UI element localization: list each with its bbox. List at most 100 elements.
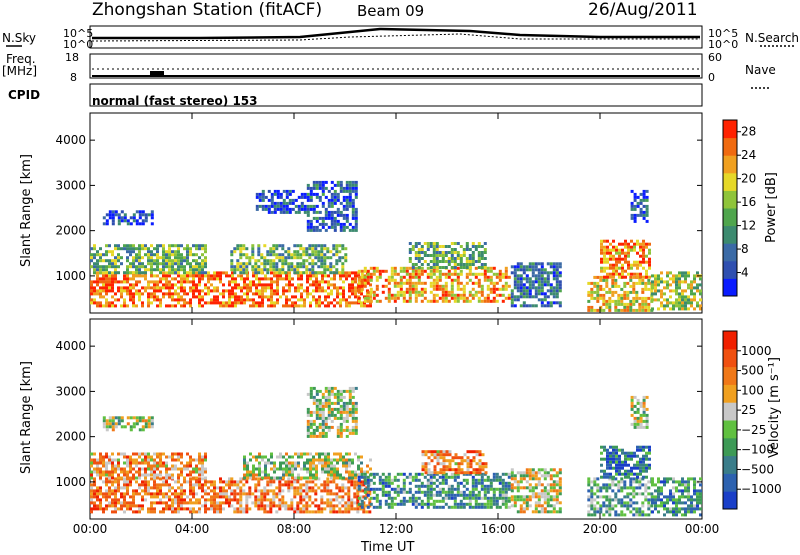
scatter-cell [334,226,337,229]
scatter-cell [517,510,520,513]
scatter-cell [624,258,627,261]
scatter-cell [493,494,496,497]
scatter-cell [505,506,508,509]
scatter-cell [156,486,159,489]
scatter-cell [96,492,99,495]
scatter-cell [291,301,294,304]
scatter-cell [123,468,126,471]
scatter-cell [358,476,361,479]
scatter-cell [288,471,291,474]
scatter-cell [239,507,242,510]
scatter-cell [234,301,237,304]
scatter-cell [189,304,192,307]
scatter-cell [409,300,412,303]
scatter-cell [335,486,338,489]
scatter-cell [180,486,183,489]
scatter-cell [183,489,186,492]
scatter-cell [201,274,204,277]
scatter-cell [550,474,553,477]
scatter-cell [349,411,352,414]
scatter-cell [180,298,183,301]
scatter-cell [418,270,421,273]
scatter-cell [646,196,649,199]
scatter-cell [165,504,168,507]
scatter-cell [159,298,162,301]
scatter-cell [636,276,639,279]
scatter-cell [117,474,120,477]
scatter-cell [590,504,593,507]
scatter-cell [547,262,550,265]
scatter-cell [309,277,312,280]
scatter-cell [159,501,162,504]
scatter-cell [368,510,371,513]
scatter-cell [430,482,433,485]
scatter-cell [126,292,129,295]
scatter-cell [319,181,322,184]
scatter-cell [461,468,464,471]
scatter-cell [439,285,442,288]
scatter-cell [621,252,624,255]
scatter-cell [526,292,529,295]
scatter-cell [382,482,385,485]
scatter-cell [257,247,260,250]
scatter-cell [138,244,141,247]
scatter-cell [418,251,421,254]
scatter-cell [138,262,141,265]
scatter-cell [322,396,325,399]
scatter-cell [165,483,168,486]
scatter-cell [478,482,481,485]
scatter-cell [240,298,243,301]
scatter-cell [347,504,350,507]
scatter-cell [490,291,493,294]
scatter-cell [440,450,443,453]
scatter-cell [279,468,282,471]
scatter-cell [236,498,239,501]
scatter-cell [313,217,316,220]
scatter-cell [93,489,96,492]
scatter-cell [320,489,323,492]
scatter-cell [325,420,328,423]
scatter-cell [388,482,391,485]
scatter-cell [559,492,562,495]
scatter-cell [475,276,478,279]
scatter-cell [177,456,180,459]
scatter-cell [559,468,562,471]
scatter-cell [487,506,490,509]
scatter-cell [264,468,267,471]
scatter-cell [90,477,93,480]
scatter-cell [469,270,472,273]
scatter-cell [246,474,249,477]
scatter-cell [626,306,629,309]
scatter-cell [162,259,165,262]
scatter-cell [319,399,322,402]
scatter-cell [327,283,330,286]
scatter-cell [638,282,641,285]
scatter-cell [117,468,120,471]
scatter-cell [189,274,192,277]
scatter-cell [476,468,479,471]
scatter-cell [461,459,464,462]
scatter-cell [144,477,147,480]
scatter-cell [144,289,147,292]
scatter-cell [335,259,338,262]
scatter-cell [400,279,403,282]
scatter-cell [186,474,189,477]
scatter-cell [376,500,379,503]
scatter-cell [520,283,523,286]
scatter-cell [108,274,111,277]
scatter-cell [162,268,165,271]
scatter-cell [117,489,120,492]
scatter-cell [102,492,105,495]
scatter-cell [635,282,638,285]
scatter-cell [352,414,355,417]
scatter-cell [385,485,388,488]
scatter-cell [430,266,433,269]
scatter-cell [544,507,547,510]
scatter-cell [121,216,124,219]
scatter-cell [436,251,439,254]
scatter-cell [328,426,331,429]
scatter-cell [316,402,319,405]
scatter-cell [222,492,225,495]
scatter-cell [442,251,445,254]
scatter-cell [90,492,93,495]
